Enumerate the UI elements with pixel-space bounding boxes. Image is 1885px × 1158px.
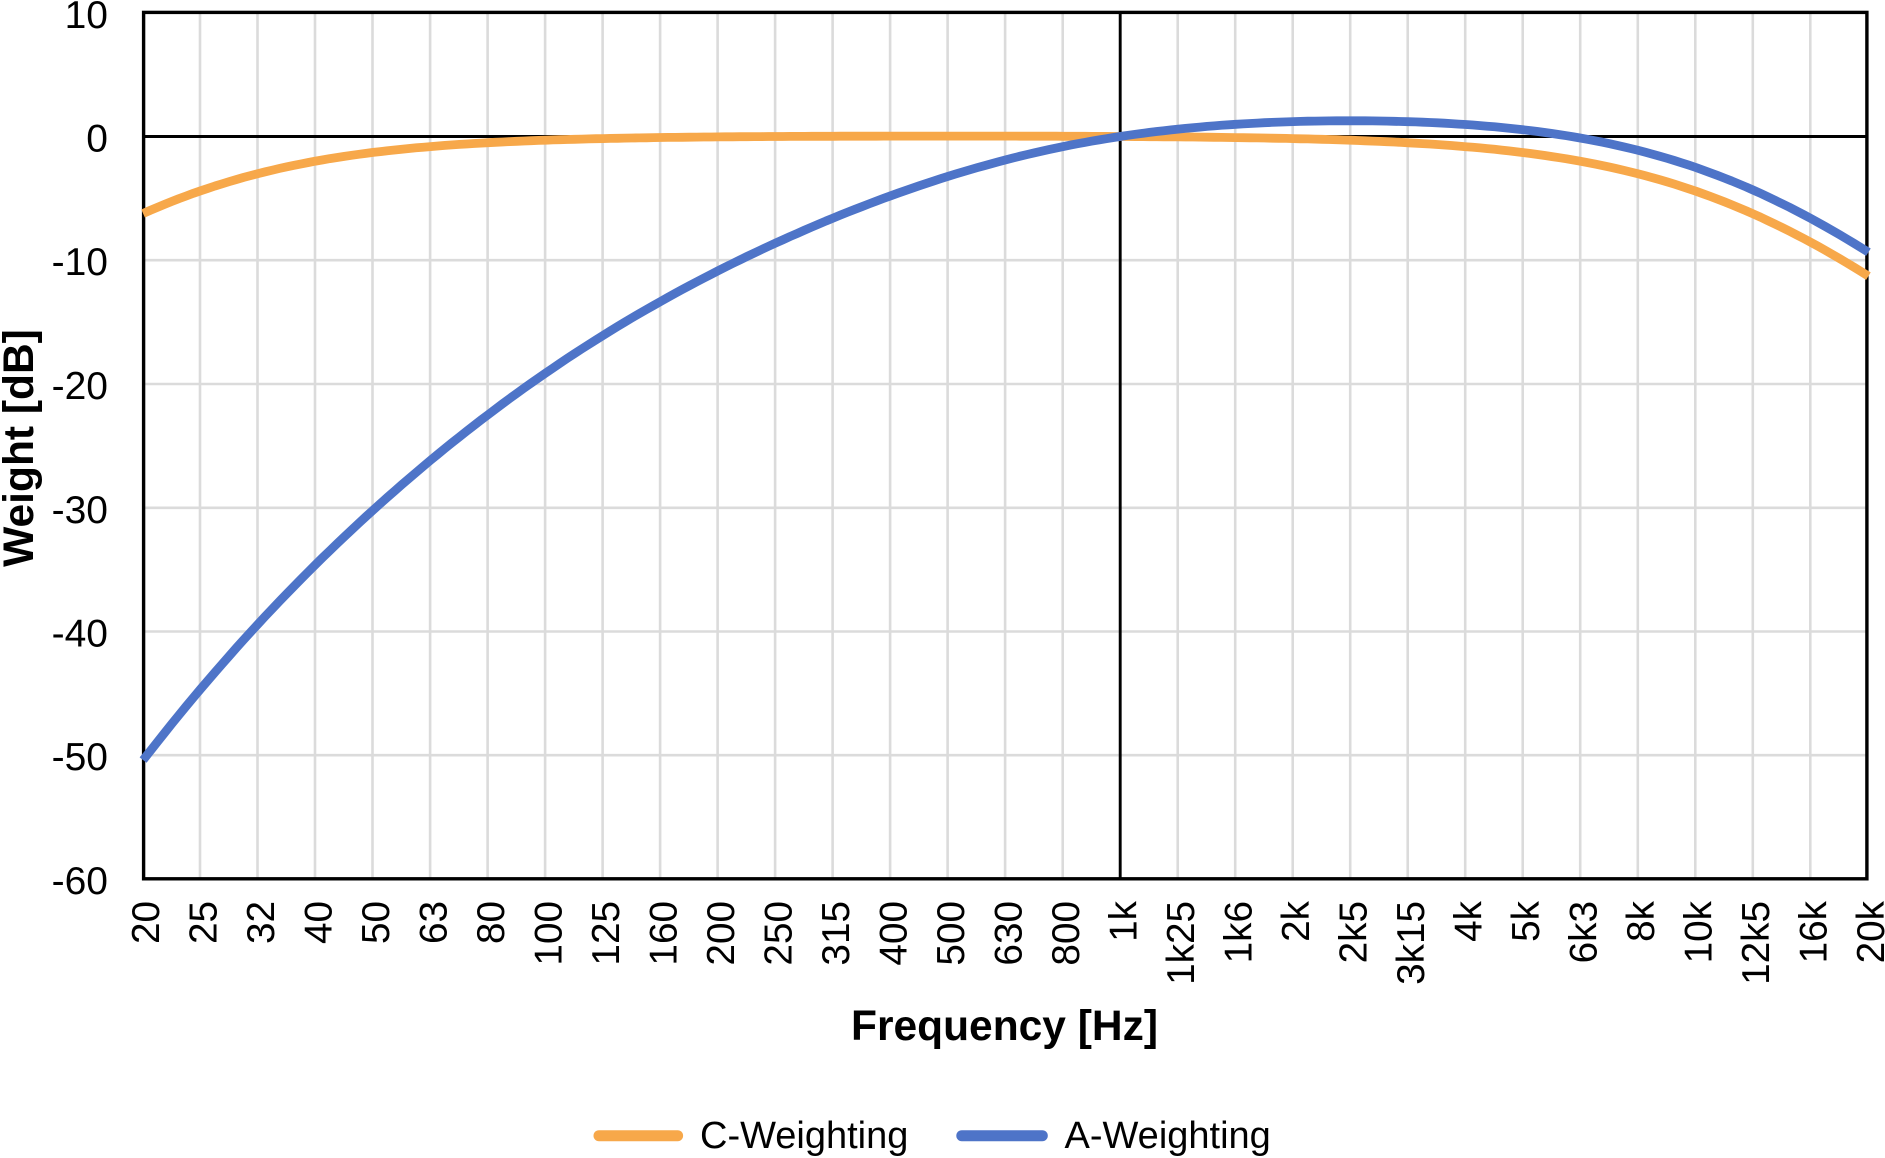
svg-text:3k15: 3k15 (1390, 901, 1433, 985)
svg-text:12k5: 12k5 (1735, 901, 1778, 985)
svg-text:160: 160 (642, 901, 685, 966)
svg-text:50: 50 (355, 901, 398, 944)
svg-text:1k: 1k (1103, 900, 1146, 942)
svg-text:-30: -30 (52, 489, 108, 532)
svg-text:1k6: 1k6 (1218, 901, 1261, 963)
svg-text:10k: 10k (1678, 900, 1721, 963)
svg-text:63: 63 (412, 901, 455, 944)
svg-text:2k5: 2k5 (1333, 901, 1376, 963)
svg-text:5k: 5k (1505, 900, 1548, 942)
svg-text:315: 315 (815, 901, 858, 966)
svg-text:4k: 4k (1448, 900, 1491, 942)
svg-text:0: 0 (86, 118, 108, 161)
svg-text:500: 500 (930, 901, 973, 966)
svg-text:1k25: 1k25 (1160, 901, 1203, 985)
svg-text:8k: 8k (1620, 900, 1663, 942)
svg-text:16k: 16k (1793, 900, 1836, 963)
svg-text:6k3: 6k3 (1563, 901, 1606, 963)
svg-text:-50: -50 (52, 736, 108, 779)
svg-text:-40: -40 (52, 613, 108, 656)
svg-text:32: 32 (240, 901, 283, 944)
svg-text:25: 25 (182, 901, 225, 944)
svg-text:C-Weighting: C-Weighting (700, 1115, 908, 1157)
svg-text:20k: 20k (1850, 900, 1885, 963)
svg-text:20: 20 (125, 901, 168, 944)
svg-text:-10: -10 (52, 241, 108, 284)
svg-text:125: 125 (585, 901, 628, 966)
svg-text:2k: 2k (1275, 900, 1318, 942)
svg-text:40: 40 (297, 901, 340, 944)
svg-text:250: 250 (757, 901, 800, 966)
svg-text:10: 10 (65, 0, 108, 37)
svg-text:400: 400 (872, 901, 915, 966)
svg-text:200: 200 (700, 901, 743, 966)
svg-text:100: 100 (527, 901, 570, 966)
svg-text:630: 630 (987, 901, 1030, 966)
svg-text:800: 800 (1045, 901, 1088, 966)
svg-text:80: 80 (470, 901, 513, 944)
svg-text:Weight [dB]: Weight [dB] (0, 329, 43, 567)
svg-text:A-Weighting: A-Weighting (1065, 1115, 1271, 1157)
svg-text:Frequency [Hz]: Frequency [Hz] (851, 1003, 1158, 1050)
svg-text:-60: -60 (52, 860, 108, 903)
svg-text:-20: -20 (52, 365, 108, 408)
